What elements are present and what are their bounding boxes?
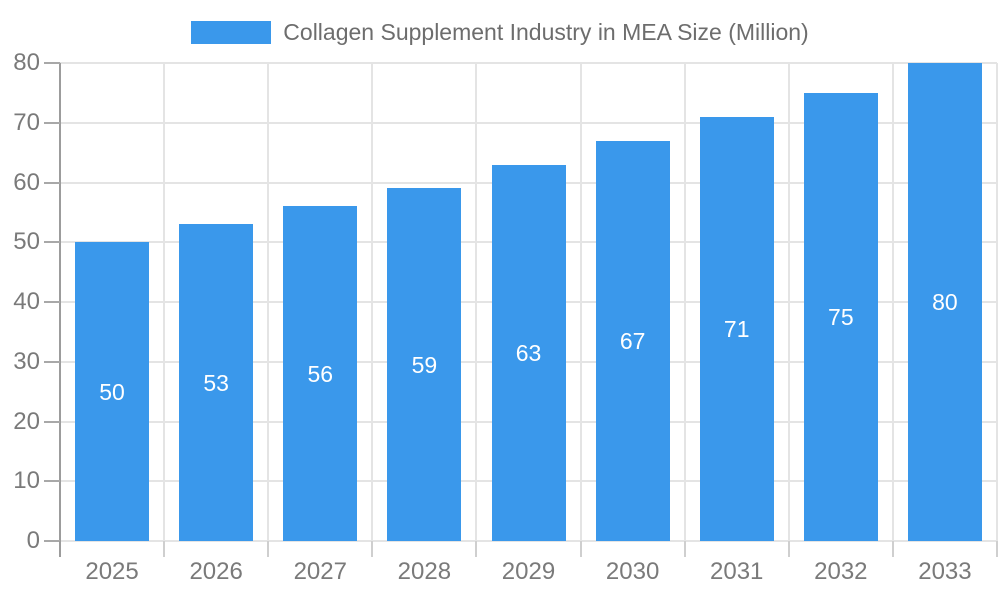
bar-2028[interactable] <box>387 188 462 541</box>
bar-2025[interactable] <box>75 242 150 541</box>
y-axis-line <box>59 63 61 557</box>
x-tick-2 <box>267 541 270 557</box>
gridline-h-70 <box>60 121 997 124</box>
y-tick-60 <box>44 181 60 184</box>
gridline-v-6 <box>683 63 686 541</box>
bar-2026[interactable] <box>179 224 254 541</box>
bar-value-label-2030: 67 <box>619 327 646 354</box>
x-tick-8 <box>891 541 894 557</box>
gridline-v-9 <box>996 63 998 541</box>
gridline-h-0 <box>60 540 997 542</box>
chart-legend[interactable]: Collagen Supplement Industry in MEA Size… <box>0 18 1000 45</box>
bar-value-label-2027: 56 <box>307 360 334 387</box>
y-axis-label-40: 40 <box>13 288 40 315</box>
bar-value-label-2026: 53 <box>203 369 229 396</box>
y-axis-label-50: 50 <box>13 228 40 256</box>
x-tick-3 <box>371 541 374 557</box>
y-tick-50 <box>44 241 60 244</box>
bar-2032[interactable] <box>803 92 878 541</box>
bar-value-label-2028: 59 <box>411 351 438 378</box>
bar-2031[interactable] <box>699 116 774 541</box>
gridline-v-2 <box>267 63 270 541</box>
y-axis-label-80: 80 <box>13 49 40 76</box>
x-axis-label-2026: 2026 <box>189 558 243 585</box>
y-axis-label-60: 60 <box>13 168 40 196</box>
bar-2030[interactable] <box>595 140 670 541</box>
bar-value-label-2032: 75 <box>828 303 854 330</box>
y-tick-20 <box>44 420 60 423</box>
bar-value-label-2029: 63 <box>515 339 542 366</box>
x-axis-label-2027: 2027 <box>293 558 347 585</box>
y-axis-label-20: 20 <box>13 407 40 435</box>
bar-2033[interactable] <box>907 63 982 541</box>
y-tick-70 <box>44 121 60 124</box>
x-tick-6 <box>683 541 686 557</box>
x-axis-label-2029: 2029 <box>501 558 556 585</box>
x-axis-stub <box>59 541 61 557</box>
bar-value-label-2031: 71 <box>723 315 750 342</box>
y-axis-label-30: 30 <box>13 347 40 375</box>
bar-value-label-2025: 50 <box>99 378 125 405</box>
x-tick-7 <box>787 541 790 557</box>
plot-area: 50 53 56 59 63 67 71 75 80 <box>60 62 998 542</box>
gridline-v-5 <box>579 63 582 541</box>
x-tick-1 <box>163 541 166 557</box>
gridline-v-8 <box>891 63 894 541</box>
bar-2027[interactable] <box>283 206 358 541</box>
y-tick-80 <box>44 62 60 64</box>
x-tick-5 <box>579 541 582 557</box>
gridline-v-3 <box>371 63 374 541</box>
gridline-v-1 <box>163 63 166 541</box>
gridline-v-4 <box>475 63 478 541</box>
y-axis-label-0: 0 <box>26 527 40 554</box>
x-axis-label-2025: 2025 <box>85 558 139 585</box>
y-tick-40 <box>44 301 60 303</box>
y-tick-30 <box>44 360 60 363</box>
bar-2029[interactable] <box>491 164 566 541</box>
y-tick-0 <box>44 540 60 542</box>
x-axis-label-2028: 2028 <box>397 558 452 585</box>
y-tick-10 <box>44 480 60 483</box>
x-axis-label-2030: 2030 <box>605 558 660 585</box>
gridline-v-7 <box>787 63 790 541</box>
x-axis-label-2033: 2033 <box>918 558 972 585</box>
x-tick-9 <box>996 541 998 557</box>
x-axis-label-2031: 2031 <box>710 558 764 585</box>
bar-value-label-2033: 80 <box>932 289 958 315</box>
y-axis-label-70: 70 <box>13 108 40 136</box>
y-axis-label-10: 10 <box>13 467 40 495</box>
x-axis-label-2032: 2032 <box>814 558 868 585</box>
gridline-h-80 <box>60 62 997 64</box>
x-tick-4 <box>475 541 478 557</box>
legend-swatch <box>191 20 272 44</box>
legend-label: Collagen Supplement Industry in MEA Size… <box>283 18 809 45</box>
